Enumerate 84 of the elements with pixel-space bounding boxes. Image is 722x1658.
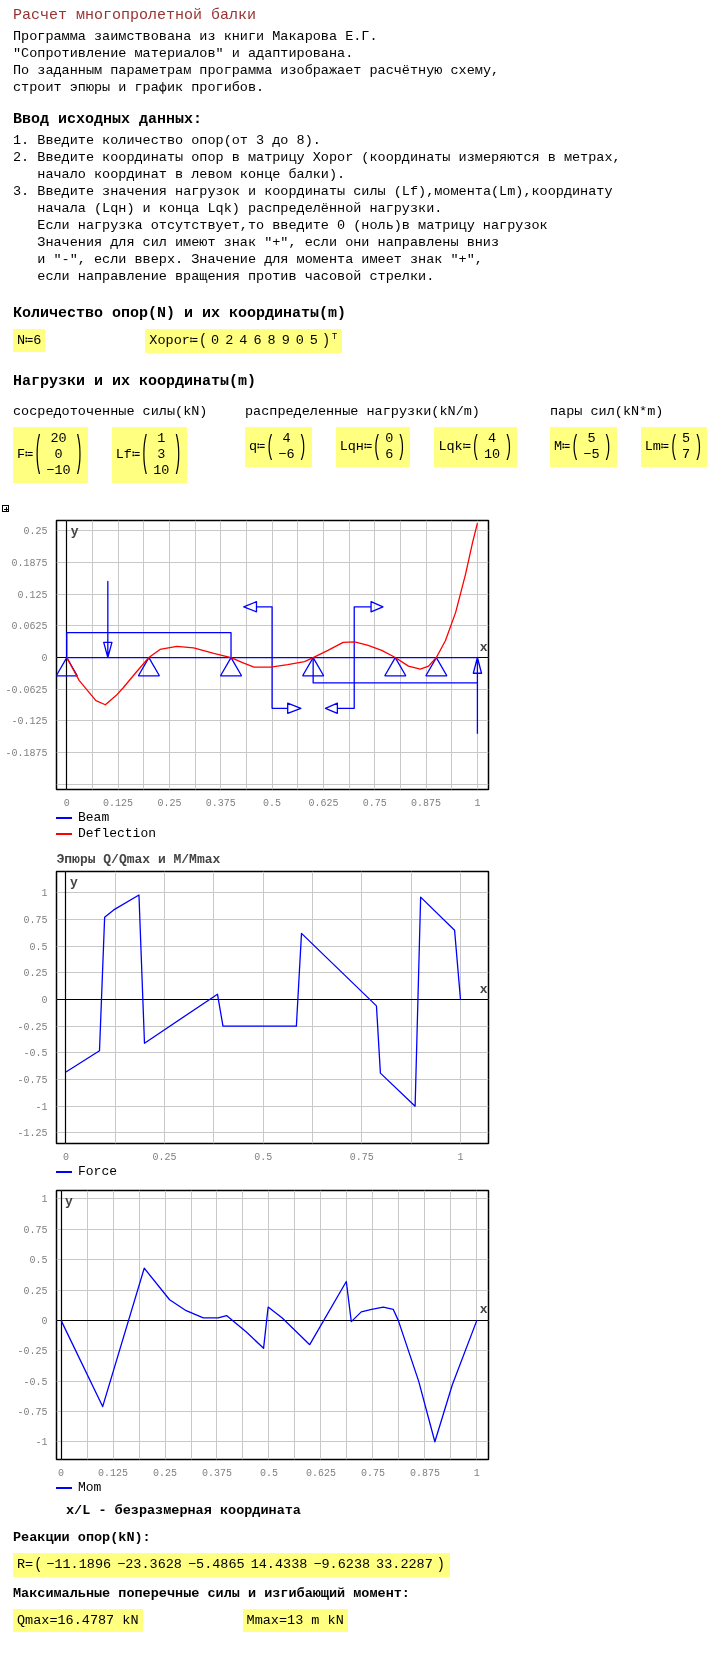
legend-label: Beam (77, 810, 111, 826)
text: "Сопротивление материалов" и адаптирована. (13, 45, 355, 62)
text: Расчет многопролетной балки (13, 6, 258, 26)
legend-label: Force (77, 1164, 118, 1180)
text: Нагрузки и их координаты(m) (13, 372, 257, 392)
y-tick-label: 0.5 (29, 1255, 48, 1267)
x-tick-label: 0.625 (305, 1467, 336, 1479)
y-tick-label: 0.75 (23, 1224, 48, 1236)
text: строит эпюры и график прогибов. (13, 79, 266, 96)
text: распределенные нагрузки(kN/m) (245, 403, 481, 421)
y-tick-label: -0.125 (11, 716, 48, 728)
y-tick-label: 0.1875 (11, 557, 48, 569)
x-axis-title: x (479, 639, 488, 655)
text: R=(−11.1896 −23.3628 −5.4865 14.4338 −9.6238 33.2287) (17, 1555, 445, 1575)
y-tick-label: -0.5 (23, 1048, 48, 1060)
x-tick-label: 0.875 (409, 1467, 440, 1479)
x-tick-label: 0.625 (308, 797, 339, 809)
y-tick-label: 0.125 (17, 589, 48, 601)
x-tick-label: 0.25 (152, 1151, 177, 1163)
x-tick-label: 0 (63, 797, 70, 809)
y-tick-label: 0.25 (23, 526, 48, 538)
y-axis-title: y (69, 874, 78, 890)
x-tick-label: 1 (473, 1467, 480, 1479)
legend-label: Mom (77, 1480, 102, 1496)
y-tick-label: 0.0625 (11, 621, 48, 633)
text: 1. Введите количество опор(от 3 до 8). (13, 132, 322, 149)
x-tick-label: 1 (457, 1151, 464, 1163)
y-tick-label: -1.25 (17, 1128, 48, 1140)
y-tick-label: 0.25 (23, 968, 48, 980)
text: x/L - безразмерная координата (65, 1502, 301, 1520)
x-tick-label: 0.125 (98, 1467, 129, 1479)
text: По заданным параметрам программа изображает расчётную схему, (13, 62, 500, 79)
x-tick-label: 0 (58, 1467, 65, 1479)
text: Реакции опор(kN): (13, 1529, 152, 1547)
x-tick-label: 0.25 (157, 797, 182, 809)
x-tick-label: 0.375 (205, 797, 236, 809)
y-tick-label: -0.75 (17, 1075, 48, 1086)
y-tick-label: 0 (41, 1315, 48, 1327)
text: 2. Введите координаты опор в матрицу Xopor (координаты измеряются в метрах, начало координат в левом конце балки). (13, 149, 621, 183)
x-tick-label: 0.75 (360, 1467, 385, 1479)
x-tick-label: 0.5 (254, 1151, 273, 1163)
text: Mmax=13 m kN (246, 1612, 344, 1630)
y-tick-label: -0.25 (17, 1021, 48, 1033)
y-tick-label: 0 (41, 653, 48, 665)
x-tick-label: 0.125 (103, 797, 134, 809)
line-series (65, 894, 462, 1107)
y-tick-label: -1 (35, 1437, 48, 1449)
x-tick-label: 0.375 (201, 1467, 233, 1479)
text: 3. Введите значения нагрузок и координаты силы (Lf),момента(Lm),координату начала (Lqн) и конца Lqk) распределённой нагрузки. Если нагрузка отсутствует,то введите 0 (ноль)в матрицу нагрузок Значения для сил имеют знак "+", если они направлены вниз и "-", если вверх. Значение для момента имеет знак "+", если направление вращения против часовой стрелки. (13, 183, 614, 285)
y-tick-label: 0.75 (23, 915, 48, 926)
text: сосредоточенные силы(kN) (13, 403, 209, 421)
y-tick-label: 0.5 (29, 941, 48, 953)
line-series (60, 1267, 478, 1443)
x-tick-label: 0.5 (263, 797, 282, 809)
chart-title: Эпюры Q/Qmax и M/Mmax (56, 851, 221, 867)
x-axis-title: x (479, 981, 488, 997)
legend-label: Deflection (77, 826, 157, 842)
y-tick-label: -1 (35, 1101, 48, 1113)
text: Количество опор(N) и их координаты(m) (13, 304, 348, 324)
x-tick-label: 0.75 (349, 1151, 374, 1163)
text: Ввод исходных данных: (13, 110, 204, 130)
y-tick-label: 1 (41, 888, 48, 900)
text: Qmax=16.4787 kN (17, 1612, 139, 1630)
y-tick-label: -0.75 (17, 1406, 48, 1418)
x-axis-title: x (479, 1302, 488, 1318)
y-tick-label: -0.1875 (5, 748, 48, 760)
y-tick-label: -0.25 (17, 1346, 48, 1358)
x-tick-label: 1 (474, 797, 481, 809)
text: Максимальные поперечные силы и изгибающий момент: (13, 1585, 411, 1603)
y-tick-label: -0.5 (23, 1376, 48, 1388)
x-tick-label: 0.875 (411, 797, 442, 809)
y-tick-label: 0.25 (23, 1285, 48, 1297)
text: N≔6 (17, 332, 42, 350)
y-tick-label: 1 (41, 1194, 48, 1206)
y-tick-label: 0 (41, 995, 48, 1006)
y-axis-title: y (70, 523, 79, 539)
x-tick-label: 0.75 (362, 797, 387, 809)
x-tick-label: 0.25 (153, 1467, 178, 1479)
x-tick-label: 0 (62, 1151, 69, 1163)
y-tick-label: -0.0625 (5, 684, 48, 696)
text: пары сил(kN*m) (550, 403, 665, 421)
x-tick-label: 0.5 (259, 1467, 278, 1479)
text: Программа заимствована из книги Макарова Е.Г. (13, 28, 379, 45)
y-axis-title: y (65, 1193, 74, 1209)
